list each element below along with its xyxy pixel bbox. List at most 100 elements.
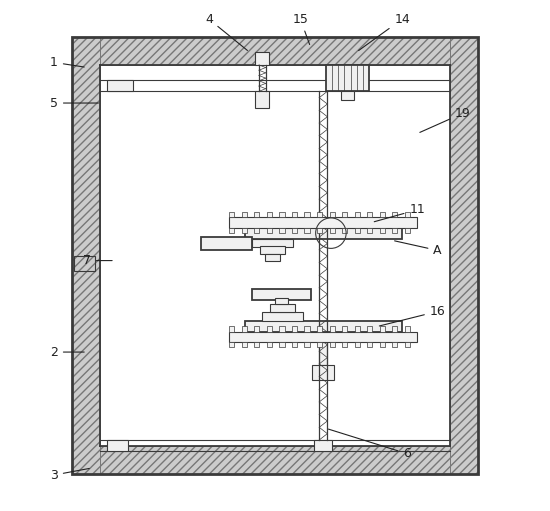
Bar (367, 326, 372, 332)
Bar (279, 326, 284, 332)
Bar (229, 332, 417, 342)
Bar (379, 212, 385, 217)
Bar (342, 326, 347, 332)
Text: A: A (394, 241, 442, 257)
Bar (72, 37, 100, 474)
Bar (267, 227, 272, 233)
Bar (242, 326, 247, 332)
Bar (405, 342, 410, 347)
Bar (229, 342, 234, 347)
Bar (229, 227, 234, 233)
Bar (355, 342, 360, 347)
Bar (252, 239, 293, 247)
Bar (392, 342, 397, 347)
Bar (329, 212, 335, 217)
Bar (379, 326, 385, 332)
Bar (342, 227, 347, 233)
Bar (229, 326, 234, 332)
Bar (329, 227, 335, 233)
Bar (72, 37, 478, 65)
Text: 14: 14 (359, 13, 410, 51)
Bar (292, 227, 297, 233)
Bar (267, 212, 272, 217)
Bar (305, 227, 310, 233)
Bar (107, 80, 133, 91)
Bar (292, 212, 297, 217)
Bar (317, 342, 322, 347)
Bar (312, 365, 334, 380)
Bar (242, 212, 247, 217)
Bar (367, 342, 372, 347)
Bar (355, 227, 360, 233)
Bar (245, 320, 402, 332)
Bar (379, 227, 385, 233)
Text: 2: 2 (50, 345, 84, 359)
Text: 16: 16 (379, 305, 446, 326)
Bar (342, 212, 347, 217)
Bar (260, 246, 285, 254)
Bar (262, 312, 303, 320)
Bar (319, 342, 327, 365)
Bar (355, 212, 360, 217)
Bar (292, 326, 297, 332)
Bar (329, 342, 335, 347)
Text: 4: 4 (205, 13, 248, 51)
Bar (254, 227, 260, 233)
Bar (74, 256, 95, 271)
Bar (317, 326, 322, 332)
Text: 7: 7 (83, 254, 112, 267)
Bar (367, 227, 372, 233)
Bar (255, 91, 270, 108)
Bar (254, 212, 260, 217)
Bar (317, 227, 322, 233)
Bar (279, 212, 284, 217)
Text: 1: 1 (50, 56, 84, 69)
Bar (72, 446, 478, 474)
Bar (275, 298, 288, 304)
Text: 5: 5 (50, 97, 98, 109)
Bar (265, 254, 280, 261)
Text: 15: 15 (293, 13, 310, 44)
Bar (367, 212, 372, 217)
Bar (317, 212, 322, 217)
Bar (450, 37, 478, 474)
Bar (255, 52, 270, 65)
Bar (292, 342, 297, 347)
Bar (270, 304, 295, 312)
Bar (242, 342, 247, 347)
Bar (305, 342, 310, 347)
Bar (405, 326, 410, 332)
Bar (254, 326, 260, 332)
Bar (392, 212, 397, 217)
Bar (305, 326, 310, 332)
Bar (329, 326, 335, 332)
Bar (355, 326, 360, 332)
Bar (254, 342, 260, 347)
Bar (405, 212, 410, 217)
Bar (279, 227, 284, 233)
Bar (405, 227, 410, 233)
Text: 19: 19 (420, 107, 471, 132)
Bar (267, 342, 272, 347)
Bar (107, 440, 128, 451)
Bar (379, 342, 385, 347)
Bar (305, 212, 310, 217)
Text: 11: 11 (374, 203, 425, 222)
Bar (392, 326, 397, 332)
Bar (252, 289, 311, 300)
Bar (245, 227, 402, 239)
Bar (201, 237, 252, 250)
Bar (279, 342, 284, 347)
Bar (326, 65, 369, 91)
Bar (229, 212, 234, 217)
Text: 3: 3 (50, 469, 89, 481)
Bar (72, 37, 478, 474)
Bar (342, 342, 347, 347)
Bar (392, 227, 397, 233)
Bar (314, 440, 332, 451)
Bar (242, 227, 247, 233)
Bar (267, 326, 272, 332)
Bar (229, 217, 417, 227)
Text: 6: 6 (328, 429, 411, 460)
Bar (342, 91, 354, 101)
